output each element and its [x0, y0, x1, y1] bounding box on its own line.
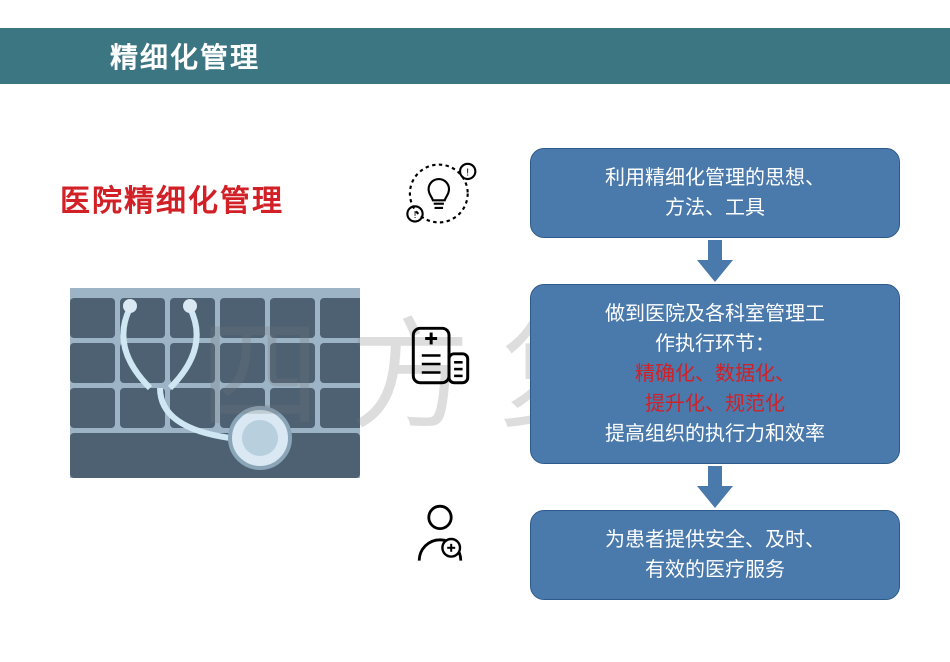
patient-person-icon: [395, 490, 485, 580]
flow-line: 为患者提供安全、及时、: [549, 525, 881, 555]
flow-box-3: 为患者提供安全、及时、有效的医疗服务: [530, 510, 900, 600]
header-title: 精细化管理: [110, 42, 260, 73]
keyboard-stethoscope-photo: [70, 288, 360, 478]
flow-column: 利用精细化管理的思想、方法、工具 做到医院及各科室管理工作执行环节：精确化、数据…: [530, 148, 900, 600]
header-bar: 精细化管理: [0, 28, 950, 84]
flow-box-1: 利用精细化管理的思想、方法、工具: [530, 148, 900, 238]
flow-line: 提高组织的执行力和效率: [549, 419, 881, 449]
flow-line: 提升化、规范化: [549, 389, 881, 419]
flow-line: 有效的医疗服务: [549, 555, 881, 585]
svg-text:!: !: [413, 210, 416, 221]
hospital-building-icon: [395, 310, 485, 400]
icon-column: ! !: [375, 148, 505, 580]
flow-line: 精确化、数据化、: [549, 359, 881, 389]
flow-line: 作执行环节：: [549, 329, 881, 359]
flow-line: 方法、工具: [549, 193, 881, 223]
lightbulb-idea-icon: ! !: [395, 148, 485, 238]
subtitle: 医院精细化管理: [60, 176, 284, 220]
flow-box-2: 做到医院及各科室管理工作执行环节：精确化、数据化、提升化、规范化提高组织的执行力…: [530, 284, 900, 464]
svg-text:!: !: [466, 167, 469, 178]
flow-line: 利用精细化管理的思想、: [549, 163, 881, 193]
flow-line: 做到医院及各科室管理工: [549, 299, 881, 329]
arrow-down-icon: [530, 240, 900, 282]
arrow-down-icon: [530, 466, 900, 508]
